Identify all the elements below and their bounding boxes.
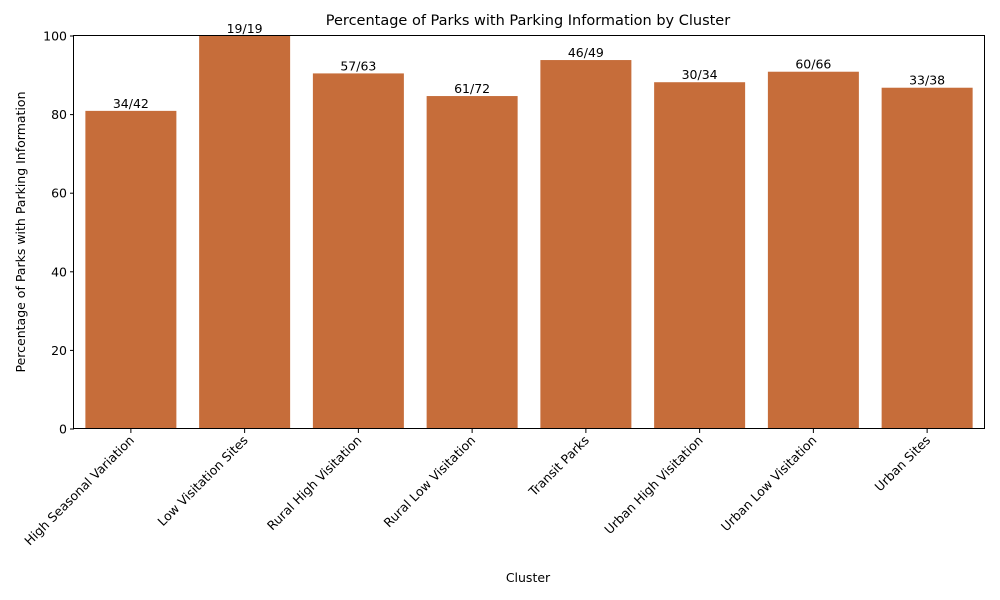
y-tick-label: 80 — [51, 107, 67, 122]
x-axis-ticks: High Seasonal Variation Low Visitation Si… — [21, 429, 933, 548]
bar-value-label: 19/19 — [227, 21, 263, 36]
bar-value-label: 30/34 — [682, 67, 718, 82]
bar — [540, 60, 632, 430]
bar — [654, 82, 746, 429]
x-tick-label: Rural High Visitation — [264, 433, 365, 534]
bar-value-label: 57/63 — [340, 58, 376, 73]
y-tick-label: 100 — [43, 29, 67, 44]
x-tick-label: Urban Sites — [872, 433, 934, 495]
bars-group — [85, 36, 973, 430]
x-axis-label: Cluster — [506, 570, 551, 585]
bar-value-label: 33/38 — [909, 73, 945, 88]
bar — [199, 36, 291, 429]
y-tick-label: 20 — [51, 343, 67, 358]
bar-value-label: 46/49 — [568, 45, 604, 60]
bar — [85, 110, 177, 430]
data-labels-group: 34/42 19/19 57/63 61/72 46/49 30/34 60/66 33/38 — [113, 21, 945, 111]
y-axis-ticks: 0 20 40 60 80 100 — [43, 29, 74, 437]
bar — [767, 71, 859, 429]
plot-frame — [73, 35, 985, 429]
bar-value-label: 60/66 — [795, 57, 831, 72]
y-tick-label: 40 — [51, 264, 67, 279]
y-tick-label: 0 — [59, 422, 67, 437]
x-tick-label: Urban High Visitation — [601, 433, 705, 537]
y-tick-label: 60 — [51, 186, 67, 201]
y-axis-label: Percentage of Parks with Parking Informa… — [13, 92, 28, 373]
bar-value-label: 34/42 — [113, 96, 149, 111]
x-tick-label: Transit Parks — [525, 433, 592, 500]
chart-title: Percentage of Parks with Parking Informa… — [326, 13, 730, 29]
x-tick-label: Low Visitation Sites — [154, 433, 250, 529]
x-tick-label: Urban Low Visitation — [718, 433, 820, 535]
bar — [881, 87, 973, 429]
bar — [426, 96, 518, 430]
bar-value-label: 61/72 — [454, 81, 490, 96]
x-tick-label: Rural Low Visitation — [381, 433, 479, 531]
bar — [312, 73, 404, 429]
x-tick-label: High Seasonal Variation — [21, 433, 137, 549]
